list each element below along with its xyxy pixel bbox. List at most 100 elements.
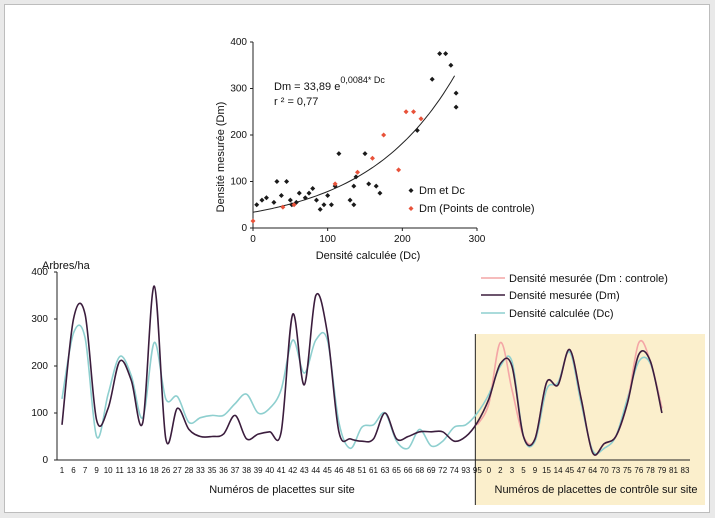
line-x-tick-label: 81 xyxy=(669,466,678,475)
line-x-tick-label: 16 xyxy=(138,466,147,475)
line-x-tick-label: 41 xyxy=(277,466,286,475)
scatter-y-tick-label: 400 xyxy=(230,37,247,48)
line-x-tick-label: 66 xyxy=(404,466,413,475)
scatter-point-dm-dc xyxy=(284,179,290,184)
line-legend: Densité mesurée (Dm : controle) Densité … xyxy=(481,273,668,320)
scatter-point-dm-control xyxy=(332,181,338,187)
line-y-tick-label: 200 xyxy=(31,361,48,372)
line-x-tick-label: 73 xyxy=(611,466,620,475)
trendline xyxy=(252,75,456,213)
line-x-tick-label: 65 xyxy=(392,466,401,475)
scatter-ticks: 0 100 200 300 0 100 200 300 400 xyxy=(230,37,485,245)
scatter-y-axis-label: Densité mesurée (Dm) xyxy=(215,102,227,213)
line-x-tick-label: 0 xyxy=(487,466,492,475)
line-x-tick-label: 75 xyxy=(623,466,632,475)
line-y-tick-label: 400 xyxy=(31,267,48,278)
scatter-point-dm-control xyxy=(396,167,402,173)
scatter-point-dm-dc xyxy=(377,190,383,196)
line-x-tick-label: 38 xyxy=(242,466,251,475)
line-x-tick-label: 1 xyxy=(60,466,65,475)
scatter-point-dm-dc xyxy=(306,190,312,196)
line-x-tick-label: 79 xyxy=(657,466,666,475)
line-x-tick-label: 74 xyxy=(450,466,459,475)
legend-marker-dm-control xyxy=(408,206,414,211)
line-x-tick-label: 46 xyxy=(334,466,343,475)
scatter-point-dm-dc xyxy=(336,151,342,157)
legend-marker-dm-dc xyxy=(408,188,414,193)
scatter-point-dm-dc xyxy=(453,90,459,96)
scatter-point-dm-dc xyxy=(325,192,331,198)
scatter-point-dm-dc xyxy=(351,183,357,189)
scatter-x-tick-label: 0 xyxy=(250,234,256,245)
scatter-point-dm-dc xyxy=(373,183,379,189)
line-x-tick-label: 11 xyxy=(116,466,125,475)
line-x-tick-label: 95 xyxy=(473,466,482,475)
line-x-tick-label: 70 xyxy=(600,466,609,475)
scatter-point-dm-dc xyxy=(296,190,302,196)
scatter-x-tick-label: 200 xyxy=(394,234,411,245)
scatter-x-axis-label: Densité calculée (Dc) xyxy=(316,250,421,262)
legend-label-line-dc: Densité calculée (Dc) xyxy=(509,308,614,320)
line-x-tick-label: 10 xyxy=(104,466,113,475)
line-x-tick-label: 37 xyxy=(231,466,240,475)
line-x-tick-label: 69 xyxy=(427,466,436,475)
line-x-tick-label: 5 xyxy=(521,466,526,475)
scatter-point-dm-dc xyxy=(274,179,280,184)
r-squared-text: r ² = 0,77 xyxy=(274,96,318,108)
line-x-tick-label: 14 xyxy=(554,466,563,475)
scatter-y-tick-label: 300 xyxy=(230,84,247,95)
scatter-point-dm-dc xyxy=(448,62,454,68)
scatter-point-dm-control xyxy=(411,109,417,115)
line-x-tick-label: 47 xyxy=(577,466,586,475)
scatter-point-dm-control xyxy=(355,169,361,175)
scatter-point-dm-dc xyxy=(366,181,372,187)
scatter-point-dm-control xyxy=(250,218,256,224)
scatter-x-tick-label: 300 xyxy=(469,234,486,245)
line-series xyxy=(61,285,663,456)
line-x-tick-label: 39 xyxy=(254,466,263,475)
scatter-point-dm-dc xyxy=(437,51,443,57)
line-y-ticks: 0 100 200 300 400 xyxy=(31,267,57,466)
scatter-x-tick-label: 100 xyxy=(319,234,336,245)
line-x-tick-label: 76 xyxy=(634,466,643,475)
scatter-point-dm-control xyxy=(280,204,286,210)
line-series-dm xyxy=(61,285,663,456)
line-y-tick-label: 0 xyxy=(42,455,48,466)
line-x-tick-label: 45 xyxy=(323,466,332,475)
line-x-tick-label: 36 xyxy=(219,466,228,475)
scatter-y-tick-label: 200 xyxy=(230,130,247,141)
line-x-tick-label: 40 xyxy=(265,466,274,475)
line-x-tick-label: 42 xyxy=(288,466,297,475)
line-x-tick-label: 18 xyxy=(150,466,159,475)
scatter-point-dm-dc xyxy=(351,202,357,208)
line-x-tick-label: 93 xyxy=(461,466,470,475)
line-x-tick-label: 44 xyxy=(311,466,320,475)
legend-label-dm-control: Dm (Points de controle) xyxy=(419,203,535,215)
scatter-point-dm-dc xyxy=(362,151,368,157)
line-y-tick-label: 100 xyxy=(31,408,48,419)
line-y-tick-label: 300 xyxy=(31,314,48,325)
line-x-tick-label: 48 xyxy=(346,466,355,475)
line-x-tick-label: 78 xyxy=(646,466,655,475)
scatter-chart: 0 100 200 300 0 100 200 300 400 Dm = 33,89 e0,00… xyxy=(215,37,535,262)
scatter-point-dm-control xyxy=(369,155,375,161)
line-x-ticks: 1 6 7 9 10 11 13 16 18 26 27 28 33 35 36 37 38 39 40 41 42 43… xyxy=(60,466,690,475)
scatter-axes xyxy=(252,42,477,229)
scatter-legend: Dm et Dc Dm (Points de controle) xyxy=(408,185,535,215)
scatter-point-dm-dc xyxy=(254,202,260,208)
line-x-axis-label: Numéros de placettes sur site xyxy=(209,484,355,496)
scatter-point-dm-dc xyxy=(313,197,319,203)
scatter-point-dm-dc xyxy=(453,104,459,110)
scatter-point-dm-dc xyxy=(353,174,359,180)
scatter-point-dm-control xyxy=(418,116,424,122)
line-y-axis-label: Arbres/ha xyxy=(42,260,91,272)
scatter-point-dm-dc xyxy=(302,195,308,201)
line-x-tick-label: 45 xyxy=(565,466,574,475)
scatter-point-dm-dc xyxy=(414,127,420,133)
scatter-point-dm-control xyxy=(403,109,409,115)
line-x-tick-label: 72 xyxy=(438,466,447,475)
scatter-points xyxy=(250,51,459,224)
line-x-tick-label: 6 xyxy=(71,466,76,475)
legend-label-line-dm: Densité mesurée (Dm) xyxy=(509,290,620,302)
